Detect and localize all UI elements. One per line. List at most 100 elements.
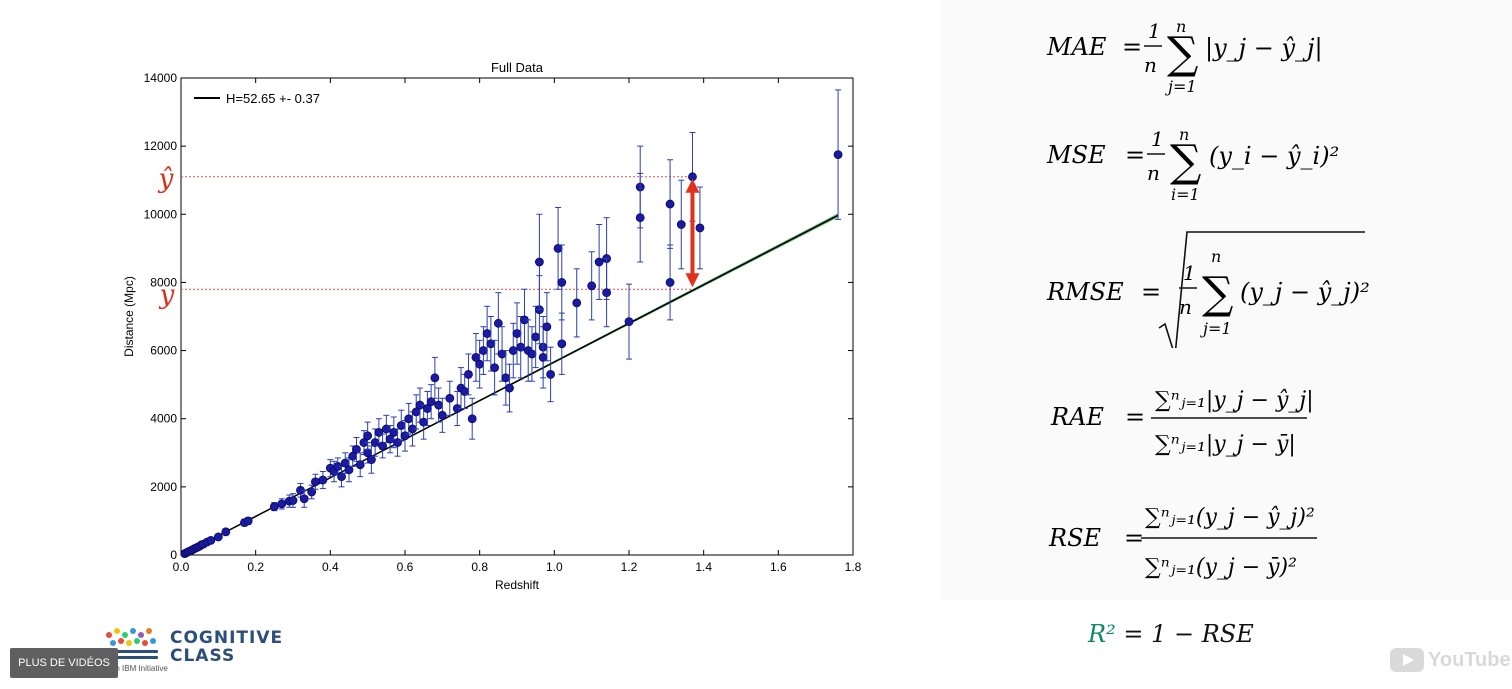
data-point-12: [206, 535, 216, 545]
data-point-84: [538, 352, 548, 362]
data-point-63: [467, 414, 477, 424]
data-point-14: [221, 527, 231, 537]
rmse-lhs: RMSE: [1046, 278, 1124, 306]
r2-rhs: = 1 − RSE: [1123, 620, 1254, 648]
formula-mae: MAE = 1 n n ∑ j=1 |y_j − ŷ_j|: [1046, 17, 1323, 96]
mae-body: |y_j − ŷ_j|: [1205, 34, 1323, 63]
data-point-29: [337, 472, 346, 482]
y-tick-label-3: 6000: [150, 344, 177, 358]
plot-area: 0.0 0.2 0.4 0.6 0.8 1.0 1.2 1.4 1.6 1.8 0 2000 4000 6…: [122, 60, 862, 592]
data-point-76: [516, 342, 526, 352]
data-point-45: [393, 438, 402, 447]
formula-rae: RAE = ∑ⁿⱼ₌₁|y_j − ŷ_j| ∑ⁿⱼ₌₁|y_j − ȳ|: [1050, 388, 1314, 457]
data-point-39: [370, 438, 380, 447]
rse-lhs: RSE: [1048, 524, 1102, 552]
y-axis-title: Distance (Mpc): [122, 276, 136, 357]
x-tick-label-8: 1.6: [770, 560, 787, 574]
rmse-sum-sign: ∑: [1202, 268, 1233, 319]
rse-den: ∑ⁿⱼ₌₁(y_j − ȳ)²: [1145, 555, 1297, 580]
logo-wordmark: COGNITIVE CLASS: [170, 629, 283, 665]
data-point-31: [344, 465, 354, 475]
rmse-sum-top: n: [1211, 247, 1221, 266]
rae-den: ∑ⁿⱼ₌₁|y_j − ȳ|: [1155, 432, 1296, 457]
rae-eq: =: [1125, 403, 1145, 431]
formula-rmse: RMSE = 1 n n ∑ j=1 (y_j − ŷ_j)²: [1046, 231, 1370, 348]
mae-eq: =: [1122, 33, 1142, 61]
logo-line1: COGNITIVE: [170, 628, 284, 648]
data-point-89: [557, 339, 567, 349]
x-tick-label-2: 0.4: [322, 560, 339, 574]
data-point-56: [434, 400, 444, 410]
rmse-sum-bottom: j=1: [1200, 319, 1232, 338]
y-tick-label-6: 12000: [144, 139, 178, 153]
data-point-41: [378, 441, 388, 451]
data-point-92: [594, 257, 604, 267]
y-tick-label-0: 0: [170, 548, 177, 562]
mse-frac-num: 1: [1151, 127, 1164, 151]
data-point-52: [419, 417, 429, 427]
data-point-48: [404, 414, 414, 424]
data-point-94: [602, 288, 611, 298]
x-tick-label-7: 1.4: [695, 560, 712, 574]
data-point-24: [310, 477, 320, 487]
data-point-25: [318, 475, 328, 485]
data-point-99: [665, 278, 675, 287]
residual-arrow-head-bottom: [685, 273, 700, 288]
r2-symbol: R²: [1088, 620, 1116, 648]
data-point-34: [355, 460, 365, 470]
data-point-71: [497, 349, 507, 359]
data-point-55: [430, 373, 440, 383]
mse-sum-bottom: i=1: [1171, 185, 1200, 204]
data-point-97: [635, 213, 645, 223]
x-tick-label-5: 1.0: [546, 560, 563, 574]
youtube-logo[interactable]: YouTube: [1390, 648, 1511, 672]
data-point-80: [531, 332, 541, 342]
rmse-sqrt-sign: [1158, 231, 1365, 348]
data-point-102: [695, 223, 705, 233]
data-point-67: [482, 329, 492, 338]
y-tick-label-2: 4000: [150, 412, 177, 426]
data-point-73: [505, 383, 514, 393]
legend-entry-label: H=52.65 +- 0.37: [226, 91, 320, 106]
rmse-body: (y_j − ŷ_j)²: [1240, 278, 1370, 306]
x-tick-label-4: 0.8: [471, 560, 488, 574]
rse-num: ∑ⁿⱼ₌₁(y_j − ŷ_j)²: [1145, 505, 1315, 530]
x-tick-label-9: 1.8: [845, 560, 862, 574]
y-tick-label-4: 8000: [150, 275, 177, 289]
youtube-play-icon: [1390, 648, 1424, 672]
data-point-79: [527, 349, 537, 359]
x-tick-label-3: 0.6: [397, 560, 414, 574]
mse-eq: =: [1125, 141, 1145, 169]
y-hat-marker-label: ŷ: [158, 164, 174, 194]
y-tick-label-5: 10000: [144, 207, 178, 221]
mae-frac-den: n: [1144, 53, 1157, 77]
data-point-17: [269, 502, 279, 512]
data-point-72: [501, 373, 511, 383]
rae-num: ∑ⁿⱼ₌₁|y_j − ŷ_j|: [1155, 388, 1314, 413]
data-point-38: [366, 455, 376, 465]
residual-arrow-head-top: [685, 178, 700, 193]
data-point-100: [676, 220, 686, 229]
mse-frac-den: n: [1147, 161, 1160, 185]
y-tick-label-7: 14000: [144, 71, 178, 85]
cognitive-class-logo: COGNITIVE CLASS: [104, 626, 283, 668]
mse-lhs: MSE: [1046, 141, 1106, 169]
plot-frame: [180, 77, 854, 556]
mse-body: (y_i − ŷ_i)²: [1209, 142, 1339, 170]
mae-lhs: MAE: [1046, 33, 1107, 61]
data-point-57: [437, 410, 447, 420]
more-videos-button[interactable]: PLUS DE VIDÉOS: [10, 648, 118, 678]
data-point-46: [396, 421, 406, 430]
rmse-frac-num: 1: [1183, 261, 1196, 285]
data-point-75: [512, 329, 522, 338]
mae-sum-sign: ∑: [1167, 28, 1198, 79]
rae-lhs: RAE: [1050, 403, 1104, 431]
data-point-58: [445, 393, 455, 403]
formula-panel-background: [940, 0, 1512, 600]
data-point-88: [557, 278, 567, 287]
data-point-86: [546, 370, 555, 379]
mae-sum-top: n: [1176, 17, 1186, 36]
mse-sum-sign: ∑: [1170, 136, 1201, 187]
data-point-13: [213, 532, 223, 542]
